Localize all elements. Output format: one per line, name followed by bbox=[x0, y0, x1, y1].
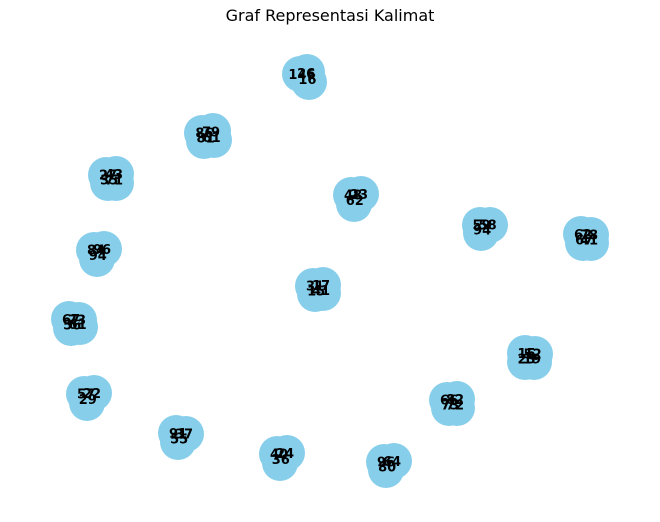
node-label: 81 bbox=[197, 132, 215, 147]
node-label: 19 bbox=[523, 353, 541, 368]
node-label: 72 bbox=[446, 399, 464, 414]
node-label: 67 bbox=[575, 234, 593, 249]
node-label: 58 bbox=[479, 219, 497, 234]
node-label: 24 bbox=[276, 447, 294, 462]
node-label: 80 bbox=[378, 461, 396, 476]
node-label: 23 bbox=[350, 188, 368, 203]
graph-node bbox=[62, 309, 98, 345]
node-label: 27 bbox=[99, 169, 117, 184]
graph-node bbox=[463, 215, 499, 251]
node-label: 40 bbox=[270, 448, 288, 463]
node-label: 146 bbox=[288, 68, 315, 83]
node-label: 64 bbox=[383, 455, 401, 470]
node-label: 55 bbox=[170, 433, 188, 448]
node-label: 56 bbox=[63, 319, 81, 334]
node-label: 48 bbox=[344, 189, 362, 204]
node-label: 94 bbox=[473, 224, 491, 239]
node-label: 67 bbox=[62, 313, 80, 328]
graph-node bbox=[305, 275, 341, 311]
graph-node bbox=[79, 241, 115, 277]
node-label: 37 bbox=[175, 428, 193, 443]
graph-node bbox=[573, 225, 609, 261]
graph-title: Graf Representasi Kalimat bbox=[225, 6, 435, 25]
node-label: 96 bbox=[377, 456, 395, 471]
node-label: 79 bbox=[202, 126, 220, 141]
node-label: 96 bbox=[93, 243, 111, 258]
node-label: 26 bbox=[297, 67, 315, 82]
graph-node bbox=[336, 186, 372, 222]
node-label: 41 bbox=[580, 234, 598, 249]
node-label: 86 bbox=[195, 127, 213, 142]
node-label: 41 bbox=[312, 284, 330, 299]
node-label: 43 bbox=[105, 168, 123, 183]
node-label: 62 bbox=[574, 228, 592, 243]
node-label: 59 bbox=[473, 219, 491, 234]
graph-node bbox=[69, 385, 105, 421]
graph-node bbox=[439, 390, 475, 426]
node-label: 57 bbox=[77, 388, 95, 403]
graph-node bbox=[368, 452, 404, 488]
node-label: 78 bbox=[580, 229, 598, 244]
node-label: 15 bbox=[518, 347, 536, 362]
node-label: 71 bbox=[105, 174, 123, 189]
node-label: 36 bbox=[272, 453, 290, 468]
node-label: 29 bbox=[79, 393, 97, 408]
node-label: 52 bbox=[524, 348, 542, 363]
node-label: 94 bbox=[89, 249, 107, 264]
graph-node bbox=[262, 445, 298, 481]
graph-node bbox=[516, 344, 552, 380]
node-label: 61 bbox=[203, 131, 221, 146]
node-label: 35 bbox=[100, 174, 118, 189]
node-label: 61 bbox=[69, 318, 87, 333]
node-label: 82 bbox=[446, 393, 464, 408]
node-label: 73 bbox=[441, 399, 459, 414]
node-label: 16 bbox=[298, 73, 316, 88]
graph-node bbox=[98, 165, 134, 201]
node-label: 17 bbox=[312, 279, 330, 294]
graph-node bbox=[196, 122, 232, 158]
node-label: 84 bbox=[87, 244, 105, 259]
graph-node bbox=[160, 424, 196, 460]
node-label: 15 bbox=[307, 285, 325, 300]
node-label: 62 bbox=[346, 194, 364, 209]
node-label: 23 bbox=[518, 353, 536, 368]
node-label: 31 bbox=[306, 280, 324, 295]
graph-node bbox=[289, 54, 325, 90]
node-label: 22 bbox=[83, 387, 101, 402]
node-label: 73 bbox=[68, 314, 86, 329]
node-label: 66 bbox=[440, 394, 458, 409]
node-label: 91 bbox=[169, 427, 187, 442]
